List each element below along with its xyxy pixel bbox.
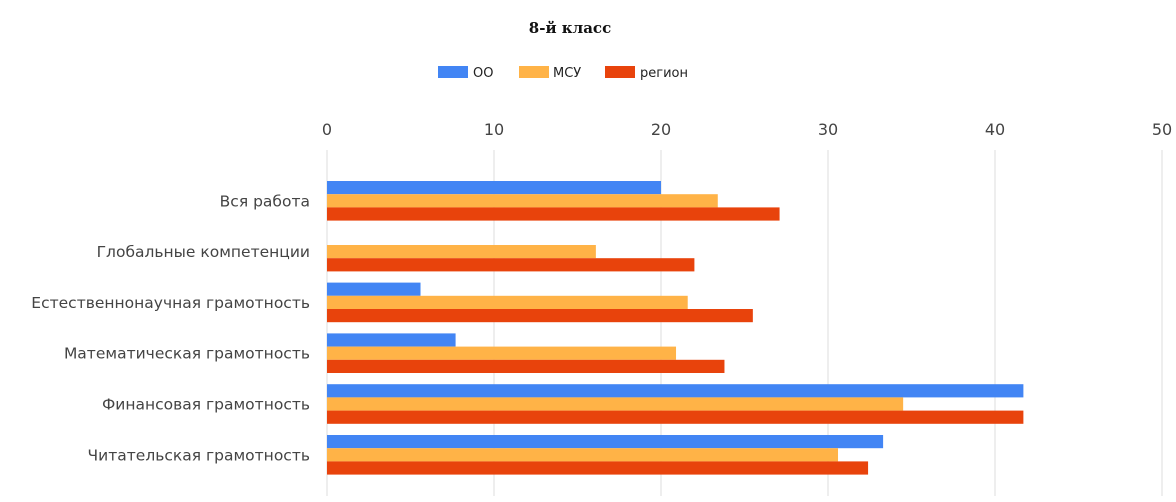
category-label: Читательская грамотность — [88, 446, 310, 464]
bar-мсу — [327, 245, 596, 259]
bar-мсу — [327, 346, 677, 360]
bar-регион — [327, 258, 695, 272]
legend-swatch — [519, 66, 549, 78]
bar-регион — [327, 207, 780, 221]
category-label: Вся работа — [220, 192, 310, 210]
bar-оо — [327, 435, 884, 449]
bar-мсу — [327, 295, 688, 309]
category-label: Естественнонаучная грамотность — [31, 294, 310, 312]
bar-регион — [327, 410, 1024, 424]
tick-label: 10 — [484, 120, 504, 139]
chart-title: 8-й класс — [529, 19, 611, 37]
legend-item: регион — [605, 66, 688, 81]
bar-оо — [327, 181, 661, 195]
category-labels: Вся работа Глобальные компетенции Естестве… — [31, 192, 310, 464]
bar-регион — [327, 359, 725, 373]
tick-label: 30 — [818, 120, 838, 139]
bar-мсу — [327, 448, 839, 462]
legend-item: МСУ — [519, 66, 581, 81]
category-label: Математическая грамотность — [64, 345, 310, 363]
bar-мсу — [327, 194, 718, 208]
tick-label: 20 — [651, 120, 671, 139]
bar-мсу — [327, 397, 904, 411]
legend-swatch — [438, 66, 468, 78]
legend: ОО МСУ регион — [438, 66, 688, 81]
legend-item: ОО — [438, 66, 493, 81]
category-label: Глобальные компетенции — [97, 243, 310, 261]
bars — [327, 181, 1024, 475]
bar-оо — [327, 384, 1024, 398]
legend-swatch — [605, 66, 635, 78]
bar-оо — [327, 333, 456, 347]
category-label: Финансовая грамотность — [102, 396, 310, 414]
bar-регион — [327, 461, 869, 475]
bar-оо — [327, 282, 421, 296]
x-axis-ticks: 0 10 20 30 40 50 — [322, 120, 1172, 139]
tick-label: 40 — [985, 120, 1005, 139]
legend-label: МСУ — [553, 66, 581, 81]
bar-регион — [327, 309, 753, 323]
tick-label: 50 — [1152, 120, 1172, 139]
legend-label: ОО — [473, 66, 493, 81]
tick-label: 0 — [322, 120, 332, 139]
legend-label: регион — [640, 66, 688, 81]
